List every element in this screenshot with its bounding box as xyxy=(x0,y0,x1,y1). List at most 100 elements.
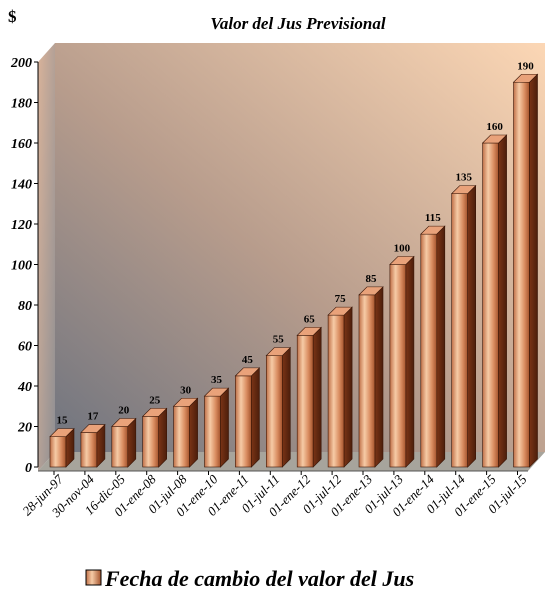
data-label: 45 xyxy=(242,354,254,366)
y-tick-label: 200 xyxy=(10,56,32,71)
bar-2 xyxy=(80,423,106,468)
bar-3 xyxy=(111,417,137,468)
bar-front xyxy=(482,142,499,468)
bar-side xyxy=(220,387,229,468)
y-tick-label: 100 xyxy=(11,259,32,274)
bar-side xyxy=(251,367,260,468)
bar-9 xyxy=(296,326,322,468)
data-labels: 15 17 20 25 30 35 45 55 65 75 85 100 115 135 160 190 xyxy=(57,60,535,426)
bar-1 xyxy=(49,427,75,468)
y-tick-label: 0 xyxy=(25,461,32,476)
chart-title: Valor del Jus Previsional xyxy=(210,14,385,33)
data-label: 20 xyxy=(118,405,130,417)
bar-13 xyxy=(420,225,446,468)
data-label: 115 xyxy=(425,212,441,224)
bar-side xyxy=(189,397,198,468)
bar-4 xyxy=(141,407,168,468)
y-tick-label: 160 xyxy=(11,137,32,152)
data-label: 35 xyxy=(211,374,223,386)
bar-side xyxy=(374,286,384,468)
bar-14 xyxy=(450,184,477,468)
bar-top xyxy=(296,327,322,336)
y-tick-label: 20 xyxy=(17,421,32,436)
bar-front xyxy=(451,193,469,468)
bar-front xyxy=(111,426,129,468)
y-axis: 0 20 40 60 80 100 120 140 160 180 200 xyxy=(10,56,39,476)
x-axis: 28-jun-9730-nov-0416-dic-0501-ene-0801-j… xyxy=(19,471,530,521)
bar-front xyxy=(204,395,221,468)
legend: Fecha de cambio del valor del Jus xyxy=(85,566,414,591)
bar-front xyxy=(265,355,283,468)
data-label: 135 xyxy=(455,172,472,184)
bar-15 xyxy=(481,134,508,468)
bar-12 xyxy=(389,255,415,468)
bar-5 xyxy=(172,397,199,468)
y-tick-label: 60 xyxy=(18,340,32,355)
bar-side xyxy=(467,184,477,468)
y-tick-label: 40 xyxy=(17,380,32,395)
bar-top xyxy=(234,367,261,377)
data-label: 30 xyxy=(180,384,192,396)
data-label: 65 xyxy=(304,313,316,325)
data-label: 75 xyxy=(335,293,347,305)
side-wall xyxy=(38,43,55,471)
bar-top xyxy=(481,134,508,144)
bar-top xyxy=(111,418,137,427)
bar-side xyxy=(405,255,415,468)
bar-front xyxy=(327,314,345,468)
legend-label: Fecha de cambio del valor del Jus xyxy=(104,566,414,591)
bar-8 xyxy=(265,346,292,468)
bar-top xyxy=(389,256,415,265)
bar-top xyxy=(203,387,230,397)
bar-front xyxy=(80,432,98,468)
legend-swatch xyxy=(85,569,102,586)
bar-top xyxy=(141,408,168,417)
bar-side xyxy=(281,346,291,468)
bar-top xyxy=(450,185,477,194)
bar-front xyxy=(420,233,438,468)
data-label: 85 xyxy=(366,273,378,285)
data-label: 17 xyxy=(87,411,99,423)
bar-top xyxy=(512,73,539,83)
bar-front xyxy=(142,416,159,468)
y-tick-label: 80 xyxy=(18,299,32,314)
bar-front xyxy=(296,335,314,468)
data-label: 160 xyxy=(486,121,503,133)
bar-top xyxy=(49,428,75,437)
bar-top xyxy=(420,225,446,235)
y-tick-label: 120 xyxy=(11,218,32,233)
data-label: 190 xyxy=(517,60,534,72)
y-tick-label: 180 xyxy=(11,97,32,112)
bar-side xyxy=(343,306,353,468)
bar-6 xyxy=(203,387,230,468)
bar-top xyxy=(265,347,292,356)
bar-side xyxy=(436,225,446,468)
y-axis-label: $ xyxy=(8,7,17,26)
bar-7 xyxy=(234,367,261,468)
data-label: 100 xyxy=(394,243,411,255)
bar-side xyxy=(127,417,137,468)
bar-top xyxy=(80,424,106,433)
bar-side xyxy=(529,73,538,468)
data-label: 55 xyxy=(273,334,285,346)
data-label: 15 xyxy=(57,415,69,427)
bar-top xyxy=(358,286,384,296)
y-tick-label: 140 xyxy=(11,178,32,193)
bar-top xyxy=(172,397,199,407)
bar-front xyxy=(49,436,67,468)
bar-front xyxy=(358,294,376,468)
bar-side xyxy=(312,326,322,468)
bar-11 xyxy=(358,286,384,468)
bar-front xyxy=(235,375,252,468)
bar-side xyxy=(498,134,507,468)
bar-front xyxy=(173,405,190,468)
bar-front xyxy=(513,81,530,468)
bar-side xyxy=(158,407,167,468)
bar-front xyxy=(389,264,407,468)
data-label: 25 xyxy=(149,394,161,406)
bar-16 xyxy=(512,73,539,468)
bar-10 xyxy=(327,306,353,468)
bar-series xyxy=(49,73,539,468)
bar-top xyxy=(327,306,353,316)
